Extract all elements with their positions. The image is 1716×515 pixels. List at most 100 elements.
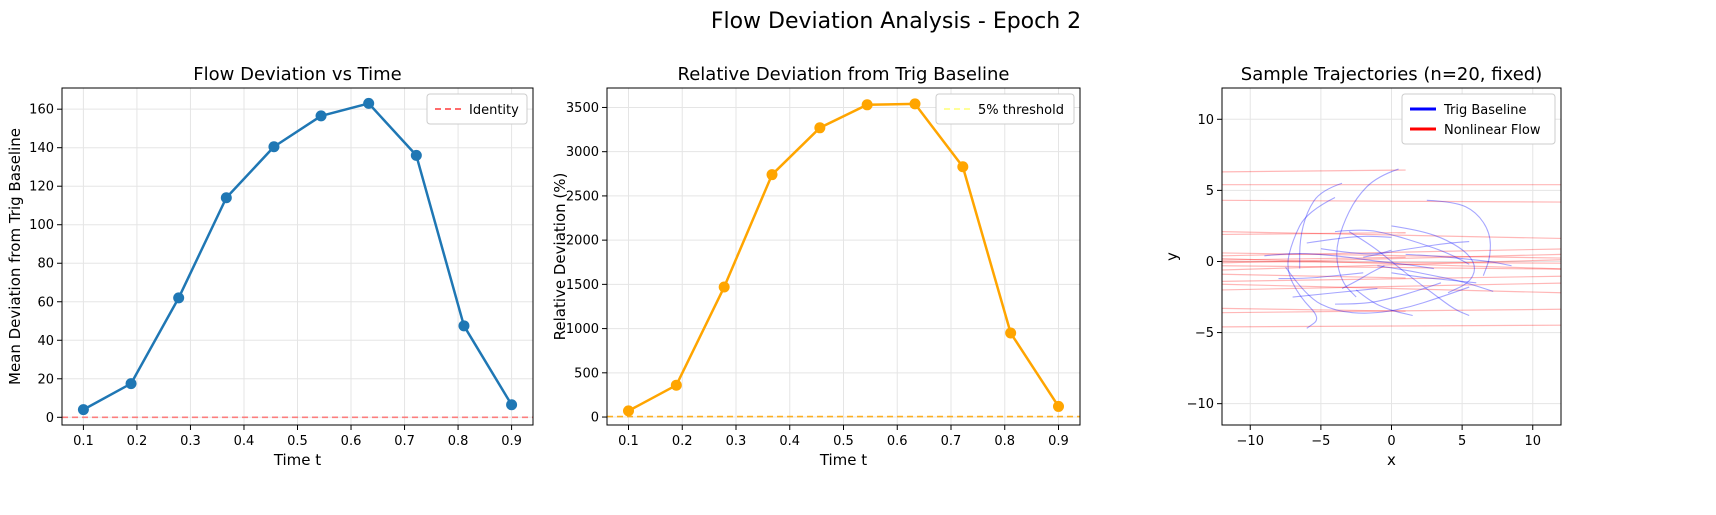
trig-trajectory [1336, 168, 1399, 298]
trajectories-x-axis-label: x [1387, 451, 1396, 469]
data-point [220, 192, 232, 204]
trig-trajectory [1287, 196, 1336, 329]
x-tick-label: 0.8 [448, 434, 469, 449]
x-tick-label: 0.8 [994, 434, 1015, 449]
trajectories-chart-title: Sample Trajectories (n=20, fixed) [1241, 64, 1542, 85]
nonlinear-trajectory [1222, 260, 1561, 264]
deviation-y-axis-label: Mean Deviation from Trig Baseline [6, 128, 24, 385]
x-tick-label: 0.9 [501, 434, 522, 449]
trig-trajectory [1341, 265, 1385, 289]
nonlinear-trajectory [1222, 199, 1561, 203]
x-tick-label: 0.7 [394, 434, 415, 449]
y-tick-label: 500 [574, 366, 599, 381]
relative-chart-title: Relative Deviation from Trig Baseline [678, 64, 1010, 85]
nonlinear-trajectory [1222, 248, 1561, 257]
trig-trajectory [1426, 199, 1491, 276]
trajectories-chart: −10 −5 0 5 10 −10 −5 0 5 10 Sample Trajectories (… [1163, 64, 1562, 469]
data-point [861, 99, 873, 111]
deviation-legend: Identity [426, 93, 528, 125]
nonlinear-trajectory [1222, 258, 1561, 270]
x-tick-label: 0.9 [1048, 434, 1069, 449]
trig-trajectory [1285, 266, 1470, 314]
trig-trajectory [1320, 248, 1392, 255]
trig-trajectory [1292, 287, 1378, 298]
legend-label-nonlinear: Nonlinear Flow [1444, 123, 1541, 138]
nonlinear-trajectory [1222, 273, 1406, 279]
y-tick-label: 0 [1206, 255, 1214, 270]
y-tick-label: 160 [29, 103, 54, 118]
data-point [718, 281, 730, 293]
nonlinear-trajectory [1222, 169, 1406, 173]
x-tick-label: −5 [1311, 434, 1330, 449]
y-tick-label: 10 [1197, 113, 1214, 128]
data-point [1005, 327, 1017, 339]
data-point [268, 141, 280, 153]
y-tick-label: 20 [37, 372, 54, 387]
series-line [627, 102, 1060, 412]
x-tick-label: 5 [1458, 434, 1466, 449]
legend-label-trig: Trig Baseline [1443, 103, 1527, 118]
x-tick-label: 0.6 [341, 434, 362, 449]
trig-trajectory [1334, 229, 1470, 265]
deviation-chart: 0.1 0.2 0.3 0.4 0.5 0.6 0.7 0.8 0.9 0 20 40 60 80 100 1… [6, 64, 534, 469]
trig-trajectory [1264, 252, 1434, 270]
nonlinear-trajectory [1222, 265, 1561, 270]
nonlinear-trajectory [1222, 324, 1561, 328]
data-point [315, 110, 327, 122]
y-tick-label: −5 [1195, 326, 1214, 341]
x-tick-label: 0.3 [726, 434, 747, 449]
y-tick-label: 140 [29, 141, 54, 156]
relative-x-axis-label: Time t [819, 451, 867, 469]
nonlinear-trajectory [1222, 307, 1406, 312]
trig-trajectory [1355, 289, 1413, 317]
series-line [82, 102, 513, 411]
deviation-x-axis-label: Time t [273, 451, 321, 469]
data-point [506, 399, 518, 411]
nonlinear-trajectory [1222, 282, 1561, 291]
x-tick-label: 0.1 [618, 434, 639, 449]
figure-suptitle: Flow Deviation Analysis - Epoch 2 [711, 9, 1081, 34]
data-point [173, 292, 185, 304]
x-tick-label: 0.2 [672, 434, 693, 449]
data-point [957, 161, 969, 173]
nonlinear-trajectory [1222, 231, 1561, 240]
nonlinear-trajectory [1222, 232, 1406, 236]
y-tick-label: 3500 [566, 101, 599, 116]
nonlinear-trajectory [1222, 259, 1561, 271]
legend-label-threshold: 5% threshold [978, 103, 1064, 118]
deviation-chart-title: Flow Deviation vs Time [193, 64, 401, 85]
nonlinear-trajectory [1222, 283, 1561, 294]
trig-trajectory [1363, 241, 1470, 258]
y-tick-label: 100 [29, 218, 54, 233]
data-point [670, 379, 682, 391]
y-tick-label: 1500 [566, 278, 599, 293]
y-tick-label: 80 [37, 257, 54, 272]
y-tick-label: 2500 [566, 189, 599, 204]
data-point [766, 169, 778, 181]
nonlinear-trajectory [1222, 275, 1561, 282]
relative-y-axis-label: Relative Deviation (%) [551, 173, 569, 341]
trig-trajectory [1391, 225, 1476, 294]
data-point [1053, 400, 1064, 412]
data-point [623, 405, 634, 417]
x-tick-label: −10 [1237, 434, 1264, 449]
trig-trajectory [1299, 182, 1343, 269]
trig-trajectory [1405, 253, 1512, 267]
x-tick-label: 10 [1524, 434, 1541, 449]
x-tick-label: 0.5 [287, 434, 308, 449]
x-tick-label: 0 [1387, 434, 1395, 449]
x-tick-label: 0.1 [73, 434, 94, 449]
x-tick-label: 0.2 [127, 434, 148, 449]
trig-trajectory [1348, 231, 1470, 317]
data-point [410, 149, 422, 161]
data-point [125, 378, 137, 390]
nonlinear-trajectory [1222, 308, 1561, 314]
data-point [77, 404, 89, 416]
data-point [909, 98, 921, 110]
nonlinear-trajectory [1222, 256, 1406, 261]
relative-legend: 5% threshold [935, 93, 1075, 125]
x-tick-label: 0.6 [887, 434, 908, 449]
data-point [458, 320, 470, 332]
y-tick-label: 0 [591, 411, 599, 426]
